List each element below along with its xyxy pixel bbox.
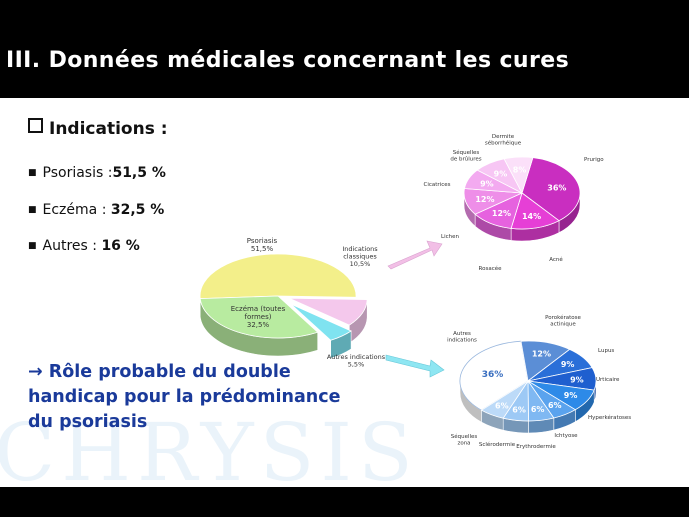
slice-label-eczema: Eczéma (toutes formes) 32,5% <box>231 305 286 329</box>
category-label: Porokératose actinique <box>545 314 581 328</box>
stat-value: 32,5 % <box>110 202 165 218</box>
stat-autres: ■ Autres : 16 % <box>28 238 140 254</box>
stat-label: Autres : <box>42 238 102 254</box>
category-label: Prurigo <box>584 157 604 163</box>
slice-value: 9% <box>494 169 508 178</box>
charts-canvas: Psoriasis 51,5% Indications classiques 10,5%… <box>199 134 631 450</box>
indications-heading-text: Indications : <box>49 119 168 139</box>
slice-value: 12% <box>532 349 551 358</box>
slice-value: 6% <box>512 405 526 414</box>
stat-eczema: ■ Eczéma : 32,5 % <box>28 202 164 218</box>
slice-value: 9% <box>564 391 578 400</box>
slice-value: 12% <box>475 195 494 204</box>
slice-value: 8% <box>513 165 527 174</box>
stat-value: 16 % <box>101 238 140 254</box>
slice-value: 36% <box>482 370 504 380</box>
category-label: Hyperkératoses <box>588 414 631 421</box>
slice-value: 36% <box>547 183 566 192</box>
slice-value: 9% <box>570 375 584 384</box>
category-label: Autres indications <box>447 331 477 344</box>
pie-slice <box>510 192 560 230</box>
pie-slice <box>459 340 529 411</box>
footer-bar <box>0 487 689 517</box>
category-label: Sclérodermie <box>479 441 516 448</box>
watermark: CHRYSIS <box>0 406 419 487</box>
stat-label: Psoriasis : <box>42 165 113 181</box>
pie-slice <box>290 303 352 341</box>
slide: CHRYSIS Indications : ■ Psoriasis :51,5 %… <box>0 98 689 487</box>
slice-value: 6% <box>495 401 509 410</box>
slice-value: 9% <box>561 360 575 369</box>
slice-value: 12% <box>492 209 511 218</box>
slice-label-psoriasis: Psoriasis 51,5% <box>247 237 278 253</box>
pie-slice <box>521 157 581 222</box>
category-label: Lichen <box>441 234 459 240</box>
page-title: III. Données médicales concernant les cu… <box>6 48 570 73</box>
bullet-icon: ■ <box>28 168 37 178</box>
indications-heading: Indications : <box>28 118 168 139</box>
category-label: Urticaire <box>596 377 620 383</box>
arrows <box>385 240 445 378</box>
pie-slice <box>199 295 319 339</box>
slice-value: 6% <box>548 401 562 410</box>
category-label: Ichtyose <box>554 433 578 439</box>
other-indications-pie-chart: 36%12%9%9%9%6%6%6%6%Autres indicationsPor… <box>447 314 631 450</box>
pie-slice <box>503 156 534 195</box>
slice-label-classiques: Indications classiques 10,5% <box>342 245 378 268</box>
category-label: Dermite séborrhéique <box>485 134 522 147</box>
category-label: Cicatrices <box>424 182 451 188</box>
slice-value: 9% <box>480 180 494 189</box>
conclusion-text: → Rôle probable du double handicap pour … <box>28 362 341 432</box>
stat-value: 51,5 % <box>112 165 166 181</box>
bullet-icon: ■ <box>28 241 37 251</box>
arrow-cyan <box>385 354 445 378</box>
stat-psoriasis: ■ Psoriasis :51,5 % <box>28 165 166 181</box>
pie-slice <box>480 380 529 419</box>
slice-value: 14% <box>522 212 541 221</box>
category-label: Séquelles de brûlures <box>450 149 481 163</box>
title-bar: III. Données médicales concernant les cu… <box>0 0 689 98</box>
category-label: Erythrodermie <box>516 444 556 450</box>
slice-label-autres: Autres indications 5,5% <box>327 353 386 369</box>
pie-slice <box>289 297 368 326</box>
pie-slice <box>199 253 357 300</box>
checkbox-icon <box>28 118 43 133</box>
category-label: Rosacée <box>479 265 503 272</box>
category-label: Acné <box>549 256 563 263</box>
category-label: Séquelles zona <box>451 433 478 447</box>
stat-label: Eczéma : <box>42 202 111 218</box>
main-pie-chart: Psoriasis 51,5% Indications classiques 10,5%… <box>199 237 386 369</box>
slice-value: 6% <box>531 405 545 414</box>
category-label: Lupus <box>598 348 614 354</box>
bullet-icon: ■ <box>28 205 37 215</box>
arrow-pink <box>387 240 443 270</box>
classic-indications-pie-chart: 36% 14% 12% 12% 9%9% 8% Prurigo Acné Rosacée Lich… <box>424 134 605 272</box>
